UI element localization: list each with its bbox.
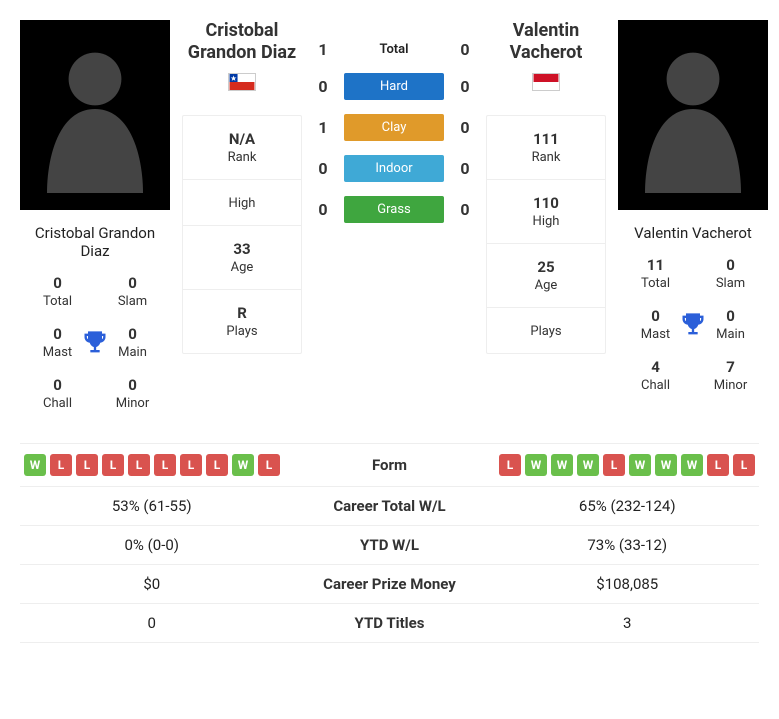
comp-left: 53% (61-55) [24,497,280,515]
form-chip: W [629,454,651,476]
flag-monaco-icon [532,73,560,91]
surface-right-value: 0 [456,200,474,219]
form-chip: L [76,454,98,476]
form-chip: L [180,454,202,476]
surface-right-value: 0 [456,40,474,59]
comparison-table: WLLLLLLLWLFormLWWWLWWWLL53% (61-55)Caree… [20,443,759,643]
player-right-card: Valentin Vacherot 11Total 0Slam 0Mast 0M… [618,20,768,401]
comp-left: 0% (0-0) [24,536,280,554]
title-slam: 0Slam [95,266,170,317]
form-left: WLLLLLLLWL [24,454,280,476]
player-right-stats: 111Rank 110High 25Age Plays [486,115,606,354]
silhouette-icon [633,35,753,195]
surface-left-value: 0 [314,200,332,219]
surface-h2h: 1 Total 0 0 Hard 0 1 Clay 0 0 Indoor 0 0 Grass 0 [314,20,474,223]
comp-left: WLLLLLLLWL [24,454,280,476]
comp-label: YTD Titles [280,614,500,632]
form-chip: W [577,454,599,476]
trophy-icon [81,329,109,357]
player-right-info: Valentin Vacherot 111Rank 110High 25Age … [486,20,606,354]
surface-left-value: 1 [314,40,332,59]
comp-row-form: WLLLLLLLWLFormLWWWLWWWLL [20,443,759,487]
form-right: LWWWLWWWLL [499,454,755,476]
silhouette-icon [35,35,155,195]
player-left-stats: N/ARank High 33Age RPlays [182,115,302,354]
surface-row-hard: 0 Hard 0 [314,73,474,100]
form-chip: L [707,454,729,476]
title-total: 11Total [618,248,693,299]
trophy-icon [679,311,707,339]
comp-label: Career Prize Money [280,575,500,593]
comp-right: 65% (232-124) [500,497,756,515]
comp-left: $0 [24,575,280,593]
surface-left-value: 0 [314,159,332,178]
player-right-name-caption: Valentin Vacherot [618,218,768,248]
title-slam: 0Slam [693,248,768,299]
title-chall: 4Chall [618,350,693,401]
comp-row-career_wl: 53% (61-55)Career Total W/L65% (232-124) [20,487,759,526]
surface-row-grass: 0 Grass 0 [314,196,474,223]
surface-label: Total [344,42,444,57]
surface-left-value: 0 [314,77,332,96]
comp-label: YTD W/L [280,536,500,554]
player-left-name[interactable]: Cristobal Grandon Diaz [182,20,302,63]
comp-row-ytd_titles: 0YTD Titles3 [20,604,759,643]
surface-row-clay: 1 Clay 0 [314,114,474,141]
form-chip: L [128,454,150,476]
title-minor: 7Minor [693,350,768,401]
surface-right-value: 0 [456,118,474,137]
comp-label: Form [280,456,499,474]
form-chip: W [655,454,677,476]
player-left-photo [20,20,170,210]
comp-right: 73% (33-12) [500,536,756,554]
surface-row-indoor: 0 Indoor 0 [314,155,474,182]
form-chip: L [733,454,755,476]
player-left-name-caption: Cristobal Grandon Diaz [20,218,170,266]
comp-row-ytd_wl: 0% (0-0)YTD W/L73% (33-12) [20,526,759,565]
comp-right: $108,085 [500,575,756,593]
form-chip: L [258,454,280,476]
form-chip: L [102,454,124,476]
title-total: 0Total [20,266,95,317]
player-right-photo [618,20,768,210]
surface-label: Indoor [344,155,444,182]
form-chip: L [603,454,625,476]
form-chip: W [24,454,46,476]
surface-right-value: 0 [456,159,474,178]
surface-right-value: 0 [456,77,474,96]
form-chip: W [232,454,254,476]
surface-label: Hard [344,73,444,100]
form-chip: L [206,454,228,476]
player-right-name[interactable]: Valentin Vacherot [486,20,606,63]
form-chip: W [681,454,703,476]
flag-chile-icon [228,73,256,91]
player-left-title-grid: 0Total 0Slam 0Mast 0Main 0Chall 0Minor [20,266,170,419]
form-chip: L [499,454,521,476]
player-left-card: Cristobal Grandon Diaz 0Total 0Slam 0Mas… [20,20,170,419]
surface-label: Grass [344,196,444,223]
form-chip: L [50,454,72,476]
comp-right: 3 [500,614,756,632]
title-minor: 0Minor [95,368,170,419]
comp-right: LWWWLWWWLL [499,454,755,476]
title-chall: 0Chall [20,368,95,419]
surface-left-value: 1 [314,118,332,137]
form-chip: L [154,454,176,476]
comp-row-prize: $0Career Prize Money$108,085 [20,565,759,604]
form-chip: W [551,454,573,476]
surface-label: Clay [344,114,444,141]
comp-label: Career Total W/L [280,497,500,515]
surface-row-total: 1 Total 0 [314,40,474,59]
player-right-title-grid: 11Total 0Slam 0Mast 0Main 4Chall 7Minor [618,248,768,401]
form-chip: W [525,454,547,476]
player-left-info: Cristobal Grandon Diaz N/ARank High 33Ag… [182,20,302,354]
comp-left: 0 [24,614,280,632]
